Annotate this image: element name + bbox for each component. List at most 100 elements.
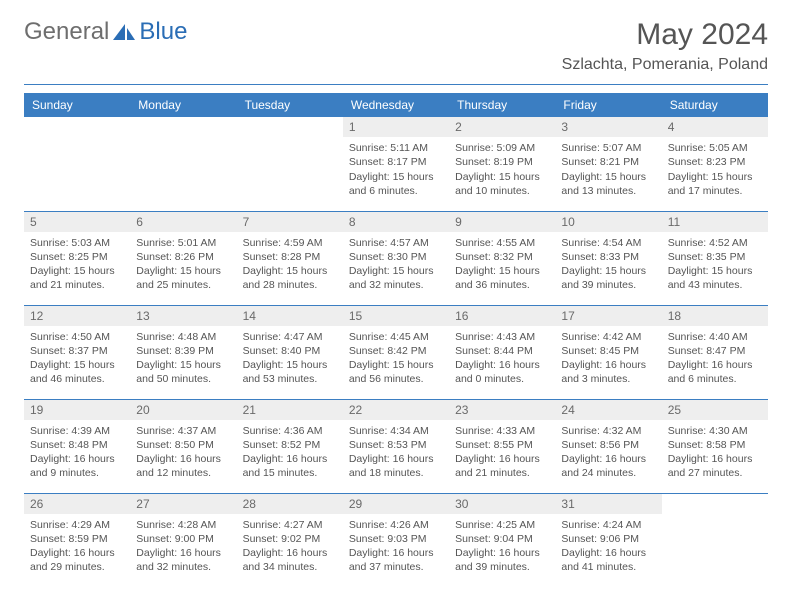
day-number: 25 — [662, 400, 768, 420]
calendar-day-cell: 9Sunrise: 4:55 AMSunset: 8:32 PMDaylight… — [449, 211, 555, 305]
daylight-text: Daylight: 16 hours and 34 minutes. — [243, 546, 337, 574]
day-number: 27 — [130, 494, 236, 514]
day-number: 7 — [237, 212, 343, 232]
calendar-day-cell: 25Sunrise: 4:30 AMSunset: 8:58 PMDayligh… — [662, 399, 768, 493]
day-number: 31 — [555, 494, 661, 514]
calendar-day-cell: 14Sunrise: 4:47 AMSunset: 8:40 PMDayligh… — [237, 305, 343, 399]
sunset-text: Sunset: 8:40 PM — [243, 344, 337, 358]
calendar-day-cell: 10Sunrise: 4:54 AMSunset: 8:33 PMDayligh… — [555, 211, 661, 305]
sunset-text: Sunset: 8:42 PM — [349, 344, 443, 358]
weekday-header: Wednesday — [343, 93, 449, 117]
sunset-text: Sunset: 9:00 PM — [136, 532, 230, 546]
sunrise-text: Sunrise: 5:03 AM — [30, 236, 124, 250]
calendar-week-row: 12Sunrise: 4:50 AMSunset: 8:37 PMDayligh… — [24, 305, 768, 399]
daylight-text: Daylight: 16 hours and 24 minutes. — [561, 452, 655, 480]
day-number: 5 — [24, 212, 130, 232]
calendar-day-cell: 31Sunrise: 4:24 AMSunset: 9:06 PMDayligh… — [555, 493, 661, 587]
sunrise-text: Sunrise: 5:11 AM — [349, 141, 443, 155]
sunrise-text: Sunrise: 5:01 AM — [136, 236, 230, 250]
calendar-day-cell: 4Sunrise: 5:05 AMSunset: 8:23 PMDaylight… — [662, 117, 768, 211]
logo-text-general: General — [24, 18, 109, 46]
sunrise-text: Sunrise: 5:07 AM — [561, 141, 655, 155]
sunset-text: Sunset: 8:35 PM — [668, 250, 762, 264]
sunset-text: Sunset: 8:28 PM — [243, 250, 337, 264]
sunset-text: Sunset: 8:17 PM — [349, 155, 443, 169]
calendar-day-cell — [237, 117, 343, 211]
day-number: 15 — [343, 306, 449, 326]
calendar-week-row: 1Sunrise: 5:11 AMSunset: 8:17 PMDaylight… — [24, 117, 768, 211]
calendar-day-cell: 18Sunrise: 4:40 AMSunset: 8:47 PMDayligh… — [662, 305, 768, 399]
daylight-text: Daylight: 15 hours and 53 minutes. — [243, 358, 337, 386]
sunrise-text: Sunrise: 4:59 AM — [243, 236, 337, 250]
sunrise-text: Sunrise: 4:54 AM — [561, 236, 655, 250]
daylight-text: Daylight: 15 hours and 50 minutes. — [136, 358, 230, 386]
sunset-text: Sunset: 8:33 PM — [561, 250, 655, 264]
sunset-text: Sunset: 8:44 PM — [455, 344, 549, 358]
sunset-text: Sunset: 9:03 PM — [349, 532, 443, 546]
daylight-text: Daylight: 16 hours and 29 minutes. — [30, 546, 124, 574]
weekday-header: Saturday — [662, 93, 768, 117]
day-number: 2 — [449, 117, 555, 137]
daylight-text: Daylight: 15 hours and 46 minutes. — [30, 358, 124, 386]
logo: General Blue — [24, 18, 187, 46]
calendar-day-cell: 11Sunrise: 4:52 AMSunset: 8:35 PMDayligh… — [662, 211, 768, 305]
calendar-day-cell: 29Sunrise: 4:26 AMSunset: 9:03 PMDayligh… — [343, 493, 449, 587]
sunrise-text: Sunrise: 4:47 AM — [243, 330, 337, 344]
calendar-day-cell: 7Sunrise: 4:59 AMSunset: 8:28 PMDaylight… — [237, 211, 343, 305]
calendar-day-cell: 16Sunrise: 4:43 AMSunset: 8:44 PMDayligh… — [449, 305, 555, 399]
sunset-text: Sunset: 8:52 PM — [243, 438, 337, 452]
daylight-text: Daylight: 15 hours and 43 minutes. — [668, 264, 762, 292]
calendar-week-row: 5Sunrise: 5:03 AMSunset: 8:25 PMDaylight… — [24, 211, 768, 305]
weekday-header: Tuesday — [237, 93, 343, 117]
sunrise-text: Sunrise: 4:36 AM — [243, 424, 337, 438]
calendar-day-cell: 3Sunrise: 5:07 AMSunset: 8:21 PMDaylight… — [555, 117, 661, 211]
daylight-text: Daylight: 16 hours and 32 minutes. — [136, 546, 230, 574]
calendar-week-row: 26Sunrise: 4:29 AMSunset: 8:59 PMDayligh… — [24, 493, 768, 587]
page-title: May 2024 — [562, 18, 768, 52]
header-divider — [24, 84, 768, 85]
sunrise-text: Sunrise: 4:48 AM — [136, 330, 230, 344]
daylight-text: Daylight: 15 hours and 6 minutes. — [349, 170, 443, 198]
calendar-day-cell: 1 Sunrise: 5:11 AMSunset: 8:17 PMDaylight… — [343, 117, 449, 211]
day-number: 26 — [24, 494, 130, 514]
daylight-text: Daylight: 16 hours and 39 minutes. — [455, 546, 549, 574]
day-number: 11 — [662, 212, 768, 232]
day-number: 18 — [662, 306, 768, 326]
day-number: 16 — [449, 306, 555, 326]
title-block: May 2024 Szlachta, Pomerania, Poland — [562, 18, 768, 74]
calendar-day-cell: 15Sunrise: 4:45 AMSunset: 8:42 PMDayligh… — [343, 305, 449, 399]
sunrise-text: Sunrise: 4:42 AM — [561, 330, 655, 344]
calendar-day-cell: 19Sunrise: 4:39 AMSunset: 8:48 PMDayligh… — [24, 399, 130, 493]
calendar-day-cell: 24Sunrise: 4:32 AMSunset: 8:56 PMDayligh… — [555, 399, 661, 493]
sunrise-text: Sunrise: 5:05 AM — [668, 141, 762, 155]
sunrise-text: Sunrise: 4:28 AM — [136, 518, 230, 532]
sunrise-text: Sunrise: 4:33 AM — [455, 424, 549, 438]
day-number: 19 — [24, 400, 130, 420]
calendar-day-cell: 8Sunrise: 4:57 AMSunset: 8:30 PMDaylight… — [343, 211, 449, 305]
day-number: 6 — [130, 212, 236, 232]
calendar-table: SundayMondayTuesdayWednesdayThursdayFrid… — [24, 93, 768, 587]
day-number: 4 — [662, 117, 768, 137]
daylight-text: Daylight: 16 hours and 0 minutes. — [455, 358, 549, 386]
sunrise-text: Sunrise: 4:40 AM — [668, 330, 762, 344]
sunrise-text: Sunrise: 4:39 AM — [30, 424, 124, 438]
daylight-text: Daylight: 15 hours and 10 minutes. — [455, 170, 549, 198]
calendar-day-cell — [662, 493, 768, 587]
calendar-day-cell: 17Sunrise: 4:42 AMSunset: 8:45 PMDayligh… — [555, 305, 661, 399]
logo-sail-icon — [111, 22, 137, 42]
sunset-text: Sunset: 9:06 PM — [561, 532, 655, 546]
sunset-text: Sunset: 8:58 PM — [668, 438, 762, 452]
location-label: Szlachta, Pomerania, Poland — [562, 56, 768, 74]
sunset-text: Sunset: 9:04 PM — [455, 532, 549, 546]
day-number: 28 — [237, 494, 343, 514]
day-number: 1 — [343, 117, 449, 137]
day-number: 30 — [449, 494, 555, 514]
day-number: 29 — [343, 494, 449, 514]
calendar-day-cell — [130, 117, 236, 211]
sunrise-text: Sunrise: 4:45 AM — [349, 330, 443, 344]
calendar-day-cell: 5Sunrise: 5:03 AMSunset: 8:25 PMDaylight… — [24, 211, 130, 305]
sunset-text: Sunset: 8:30 PM — [349, 250, 443, 264]
sunset-text: Sunset: 8:50 PM — [136, 438, 230, 452]
sunrise-text: Sunrise: 4:55 AM — [455, 236, 549, 250]
daylight-text: Daylight: 16 hours and 12 minutes. — [136, 452, 230, 480]
